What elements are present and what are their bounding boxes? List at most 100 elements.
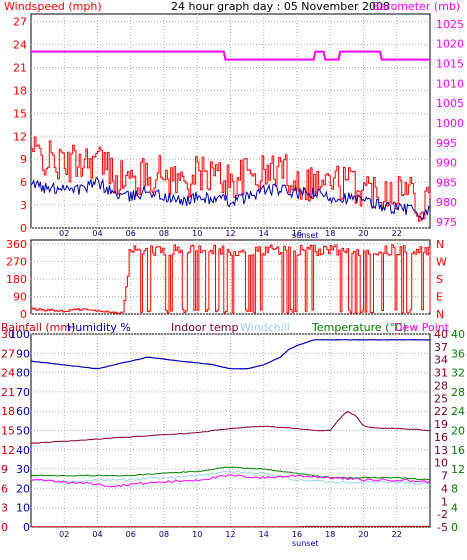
legend-temperature: Temperature (°C) [311,321,407,334]
humidity-tick-label: 0 [23,521,30,534]
windspeed-tick-label: 3 [20,199,27,212]
x-tick-label: 06 [126,229,136,238]
humidity-tick-label: 30 [16,463,30,476]
barometer-tick-label: 990 [436,157,457,170]
barometer-tick-label: 1000 [436,117,464,130]
humidity-tick-label: 70 [16,386,30,399]
barometer-tick-label: 1010 [436,77,464,90]
x-tick-label: 08 [159,530,169,539]
humidity-tick-label: 80 [16,367,30,380]
compass-tick-label: E [436,290,443,303]
direction-tick-label: 0 [20,308,27,321]
direction-tick-label: 360 [6,238,27,251]
barometer-axis-title: Barometer (mb) [372,0,460,13]
windspeed-tick-label: 18 [13,84,27,97]
rainfall-tick-label: 3 [1,502,8,515]
x-tick-label: 04 [92,229,102,238]
compass-tick-label: N [436,308,444,321]
humidity-tick-label: 20 [16,482,30,495]
temperature-tick-label: 19 [434,418,448,431]
legend-windchill: Windchill [240,321,290,334]
legend-dew-point: Dew Point [394,321,450,334]
x-tick-label: 16 [292,530,302,539]
windspeed-tick-label: 21 [13,62,27,75]
windspeed-tick-label: 12 [13,130,27,143]
humidity-tick-label: 50 [16,425,30,438]
legend-humidity: Humidity % [67,321,131,334]
x-tick-label: 22 [392,229,402,238]
barometer-tick-label: 985 [436,176,457,189]
dewpoint-tick-label: 4 [451,502,458,515]
dewpoint-tick-label: 28 [451,386,465,399]
barometer-tick-label: 1015 [436,58,464,71]
sunset-label-bottom: sunset [292,539,319,548]
barometer-tick-label: 975 [436,216,457,229]
temperature-tick-label: 4 [441,482,448,495]
barometer-tick-label: 1005 [436,97,464,110]
rainfall-tick-label: 0 [1,521,8,534]
temperature-tick-label: 10 [434,457,448,470]
dewpoint-tick-label: 40 [451,328,465,341]
x-tick-label: 02 [59,530,69,539]
temperature-tick-label: -2 [437,508,448,521]
panel-wind-frame [31,14,430,228]
dewpoint-tick-label: 12 [451,463,465,476]
dewpoint-tick-label: 20 [451,425,465,438]
x-tick-label: 14 [259,530,269,539]
dewpoint-tick-label: 8 [451,482,458,495]
direction-tick-label: 180 [6,273,27,286]
dewpoint-tick-label: 36 [451,347,465,360]
windspeed-tick-label: 15 [13,107,27,120]
humidity-tick-label: 10 [16,502,30,515]
humidity-tick-label: 90 [16,347,30,360]
x-tick-label: 18 [325,229,335,238]
legend-indoor-temp: Indoor temp [171,321,238,334]
temperature-tick-label: 22 [434,405,448,418]
temperature-tick-label: -5 [437,521,448,534]
windspeed-tick-label: 24 [13,39,27,52]
x-tick-label: 10 [192,530,202,539]
dewpoint-tick-label: 32 [451,367,465,380]
rainfall-tick-label: 12 [1,444,15,457]
rainfall-tick-label: 21 [1,386,15,399]
windspeed-tick-label: 9 [20,153,27,166]
dewpoint-tick-label: 0 [451,521,458,534]
x-tick-label: 12 [225,229,235,238]
barometer-tick-label: 980 [436,196,457,209]
compass-tick-label: S [436,273,443,286]
chart-title: 24 hour graph day : 05 November 2008 [171,0,390,13]
temperature-tick-label: 37 [434,341,448,354]
dewpoint-tick-label: 16 [451,444,465,457]
x-tick-label: 20 [358,530,368,539]
windspeed-tick-label: 27 [13,16,27,29]
direction-tick-label: 270 [6,255,27,268]
direction-tick-label: 90 [13,290,27,303]
x-tick-label: 08 [159,229,169,238]
temperature-tick-label: 13 [434,444,448,457]
temperature-tick-label: 34 [434,354,448,367]
rainfall-tick-label: 27 [1,347,15,360]
x-tick-label: 18 [325,530,335,539]
x-tick-label: 14 [259,229,269,238]
x-tick-label: 02 [59,229,69,238]
x-tick-label: 04 [92,530,102,539]
humidity-tick-label: 60 [16,405,30,418]
humidity-tick-label: 40 [16,444,30,457]
temperature-tick-label: 25 [434,392,448,405]
rainfall-tick-label: 15 [1,425,15,438]
x-tick-label: 20 [358,229,368,238]
temperature-tick-label: 28 [434,379,448,392]
rainfall-tick-label: 24 [1,367,15,380]
dewpoint-tick-label: 24 [451,405,465,418]
temperature-tick-label: 31 [434,367,448,380]
windspeed-tick-label: 6 [20,176,27,189]
barometer-tick-label: 1025 [436,18,464,31]
rainfall-tick-label: 9 [1,463,8,476]
temperature-tick-label: 7 [441,470,448,483]
compass-tick-label: N [436,238,444,251]
barometer-tick-label: 995 [436,137,457,150]
sunset-label-top: sunset [292,231,319,240]
compass-tick-label: W [436,255,447,268]
